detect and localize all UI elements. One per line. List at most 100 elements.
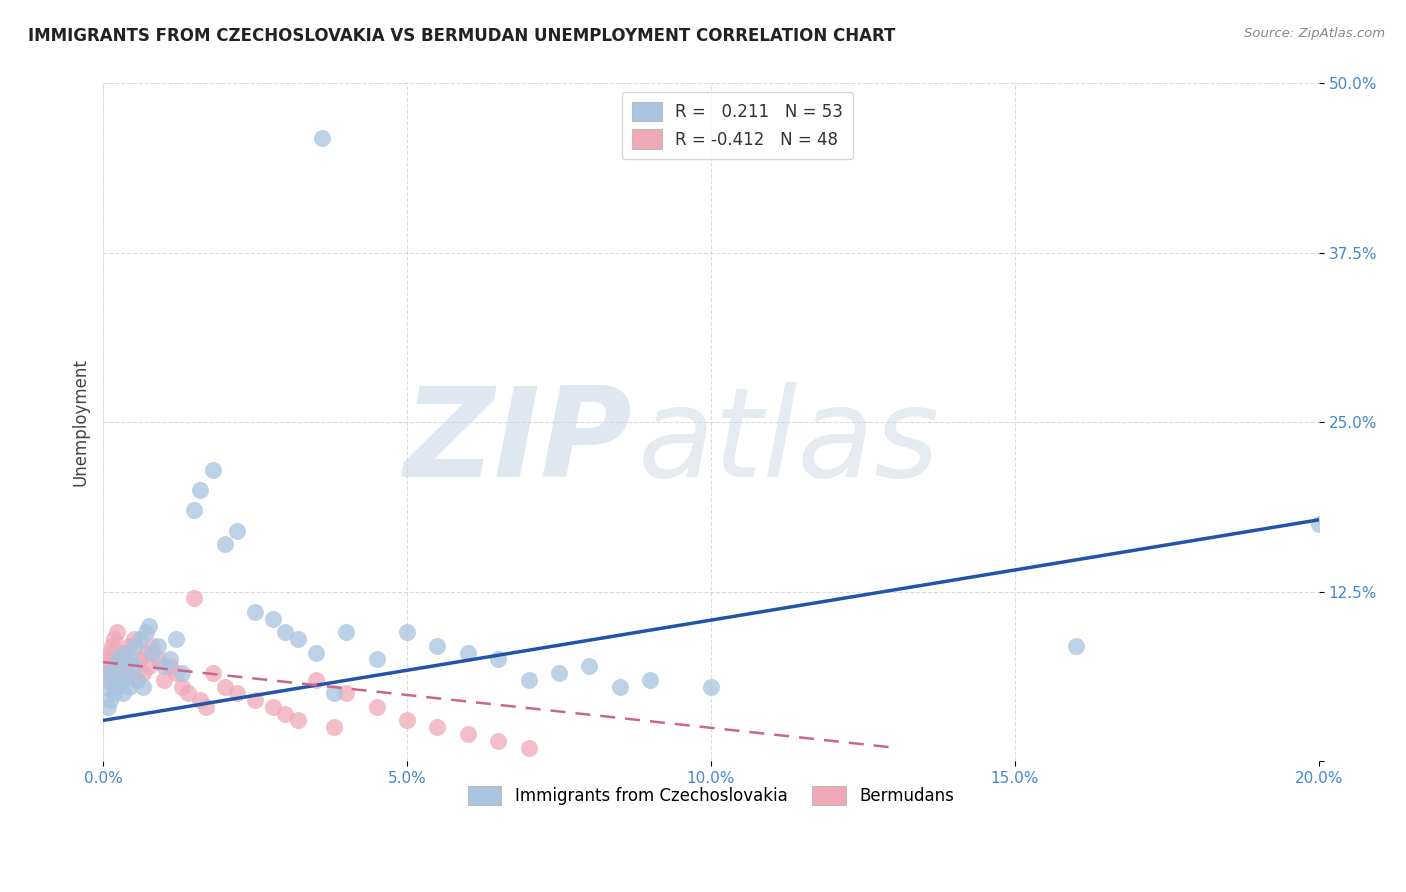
- Point: [183, 591, 205, 606]
- Point: [107, 652, 129, 666]
- Point: [118, 680, 141, 694]
- Point: [190, 483, 212, 497]
- Point: [486, 652, 509, 666]
- Point: [96, 680, 118, 694]
- Point: [395, 625, 418, 640]
- Point: [122, 632, 145, 646]
- Point: [100, 646, 122, 660]
- Point: [104, 659, 127, 673]
- Point: [323, 720, 346, 734]
- Point: [98, 659, 121, 673]
- Point: [104, 665, 127, 680]
- Point: [128, 652, 150, 666]
- Point: [103, 632, 125, 646]
- Text: Source: ZipAtlas.com: Source: ZipAtlas.com: [1244, 27, 1385, 40]
- Point: [100, 693, 122, 707]
- Point: [153, 673, 176, 687]
- Point: [165, 632, 187, 646]
- Point: [146, 639, 169, 653]
- Point: [274, 706, 297, 721]
- Point: [287, 714, 309, 728]
- Point: [638, 673, 661, 687]
- Point: [274, 625, 297, 640]
- Point: [457, 727, 479, 741]
- Point: [366, 652, 388, 666]
- Point: [101, 639, 124, 653]
- Point: [141, 639, 163, 653]
- Point: [138, 618, 160, 632]
- Point: [135, 646, 157, 660]
- Point: [97, 699, 120, 714]
- Point: [225, 524, 247, 538]
- Point: [183, 503, 205, 517]
- Point: [305, 646, 328, 660]
- Point: [105, 680, 128, 694]
- Point: [172, 665, 194, 680]
- Point: [117, 665, 139, 680]
- Point: [1308, 516, 1330, 531]
- Point: [120, 652, 142, 666]
- Point: [214, 537, 236, 551]
- Point: [201, 665, 224, 680]
- Point: [131, 665, 153, 680]
- Point: [426, 720, 449, 734]
- Point: [131, 680, 153, 694]
- Point: [548, 665, 571, 680]
- Point: [94, 673, 117, 687]
- Point: [335, 686, 357, 700]
- Point: [366, 699, 388, 714]
- Point: [117, 665, 139, 680]
- Point: [125, 673, 148, 687]
- Point: [105, 625, 128, 640]
- Point: [225, 686, 247, 700]
- Point: [118, 639, 141, 653]
- Point: [96, 652, 118, 666]
- Point: [287, 632, 309, 646]
- Point: [153, 659, 176, 673]
- Point: [335, 625, 357, 640]
- Point: [486, 733, 509, 747]
- Point: [305, 673, 328, 687]
- Point: [262, 612, 284, 626]
- Point: [111, 686, 134, 700]
- Point: [457, 646, 479, 660]
- Point: [190, 693, 212, 707]
- Point: [262, 699, 284, 714]
- Point: [243, 693, 266, 707]
- Point: [146, 652, 169, 666]
- Point: [122, 659, 145, 673]
- Point: [124, 639, 146, 653]
- Point: [141, 646, 163, 660]
- Text: ZIP: ZIP: [404, 382, 631, 503]
- Point: [426, 639, 449, 653]
- Point: [103, 686, 125, 700]
- Point: [517, 740, 540, 755]
- Point: [172, 680, 194, 694]
- Point: [128, 632, 150, 646]
- Point: [112, 646, 135, 660]
- Point: [159, 659, 181, 673]
- Point: [110, 673, 132, 687]
- Point: [101, 673, 124, 687]
- Point: [111, 673, 134, 687]
- Point: [700, 680, 723, 694]
- Point: [517, 673, 540, 687]
- Point: [107, 659, 129, 673]
- Point: [135, 625, 157, 640]
- Point: [395, 714, 418, 728]
- Point: [120, 659, 142, 673]
- Legend: Immigrants from Czechoslovakia, Bermudans: Immigrants from Czechoslovakia, Bermudan…: [460, 778, 962, 814]
- Point: [578, 659, 600, 673]
- Point: [98, 665, 121, 680]
- Point: [311, 130, 333, 145]
- Point: [243, 605, 266, 619]
- Point: [214, 680, 236, 694]
- Point: [195, 699, 218, 714]
- Y-axis label: Unemployment: Unemployment: [72, 359, 89, 486]
- Point: [138, 659, 160, 673]
- Point: [323, 686, 346, 700]
- Point: [165, 665, 187, 680]
- Point: [159, 652, 181, 666]
- Point: [201, 463, 224, 477]
- Point: [96, 665, 118, 680]
